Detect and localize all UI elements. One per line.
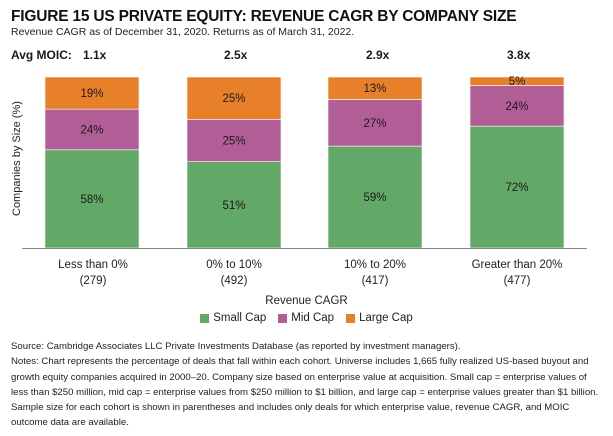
data-label: 27%	[363, 118, 386, 130]
category-label: 0% to 10%	[206, 259, 262, 271]
legend-item-small-cap: Small Cap	[200, 312, 266, 324]
data-label: 24%	[80, 124, 103, 136]
avg-moic-value: 2.9x	[366, 48, 390, 62]
legend-label: Small Cap	[213, 312, 267, 324]
source-note: Source: Cambridge Associates LLC Private…	[11, 341, 461, 352]
x-tick-label: Less than 0% (279)	[23, 257, 163, 289]
data-label: 51%	[222, 200, 245, 212]
footnotes: Source: Cambridge Associates LLC Private…	[11, 339, 606, 431]
notes-text: Notes: Chart represents the percentage o…	[11, 356, 599, 429]
data-label: 59%	[363, 192, 386, 204]
x-tick-label: 0% to 10% (492)	[164, 257, 304, 289]
y-axis-label: Companies by Size (%)	[11, 101, 23, 216]
bar-segment-small-cap	[44, 149, 140, 249]
bar-segment-large-cap	[327, 76, 423, 100]
bar-segment-large-cap	[469, 76, 565, 86]
legend: Small Cap Mid Cap Large Cap	[0, 312, 613, 324]
figure-title: FIGURE 15 US PRIVATE EQUITY: REVENUE CAG…	[11, 8, 517, 25]
sample-size: (477)	[503, 275, 531, 287]
sample-size: (492)	[220, 275, 248, 287]
bar-segment-large-cap	[44, 76, 140, 110]
data-label: 72%	[505, 182, 528, 194]
legend-item-mid-cap: Mid Cap	[278, 312, 334, 324]
sample-size: (417)	[361, 275, 389, 287]
bar-segment-mid-cap	[186, 119, 282, 162]
avg-moic-label: Avg MOIC:	[11, 48, 72, 62]
avg-moic-value: 1.1x	[83, 48, 107, 62]
legend-item-large-cap: Large Cap	[346, 312, 413, 324]
x-tick-label: 10% to 20% (417)	[305, 257, 445, 289]
bar-segment-mid-cap	[469, 85, 565, 127]
data-label: 25%	[222, 93, 245, 105]
legend-label: Large Cap	[359, 312, 413, 324]
legend-swatch	[200, 313, 210, 323]
data-label: 58%	[80, 194, 103, 206]
bar-segment-small-cap	[327, 145, 423, 249]
data-label: 24%	[505, 101, 528, 113]
avg-moic-value: 3.8x	[507, 48, 531, 62]
bar-segment-large-cap	[186, 76, 282, 120]
x-tick-label: Greater than 20% (477)	[447, 257, 587, 289]
bar-segment-small-cap	[186, 161, 282, 249]
category-label: Greater than 20%	[471, 259, 563, 271]
figure-subtitle: Revenue CAGR as of December 31, 2020. Re…	[11, 26, 355, 38]
category-label: Less than 0%	[58, 259, 128, 271]
data-label: 19%	[80, 88, 103, 100]
sample-size: (279)	[79, 275, 107, 287]
x-axis-title: Revenue CAGR	[265, 295, 348, 307]
bar-segment-mid-cap	[327, 99, 423, 147]
legend-swatch	[346, 313, 356, 323]
data-label: 25%	[222, 135, 245, 147]
category-label: 10% to 20%	[343, 259, 406, 271]
legend-swatch	[278, 313, 288, 323]
data-label: 13%	[363, 83, 386, 95]
avg-moic-value: 2.5x	[224, 48, 248, 62]
bar-segment-small-cap	[469, 125, 565, 249]
data-label: 5%	[509, 76, 526, 88]
legend-label: Mid Cap	[291, 312, 335, 324]
bar-segment-mid-cap	[44, 108, 140, 151]
